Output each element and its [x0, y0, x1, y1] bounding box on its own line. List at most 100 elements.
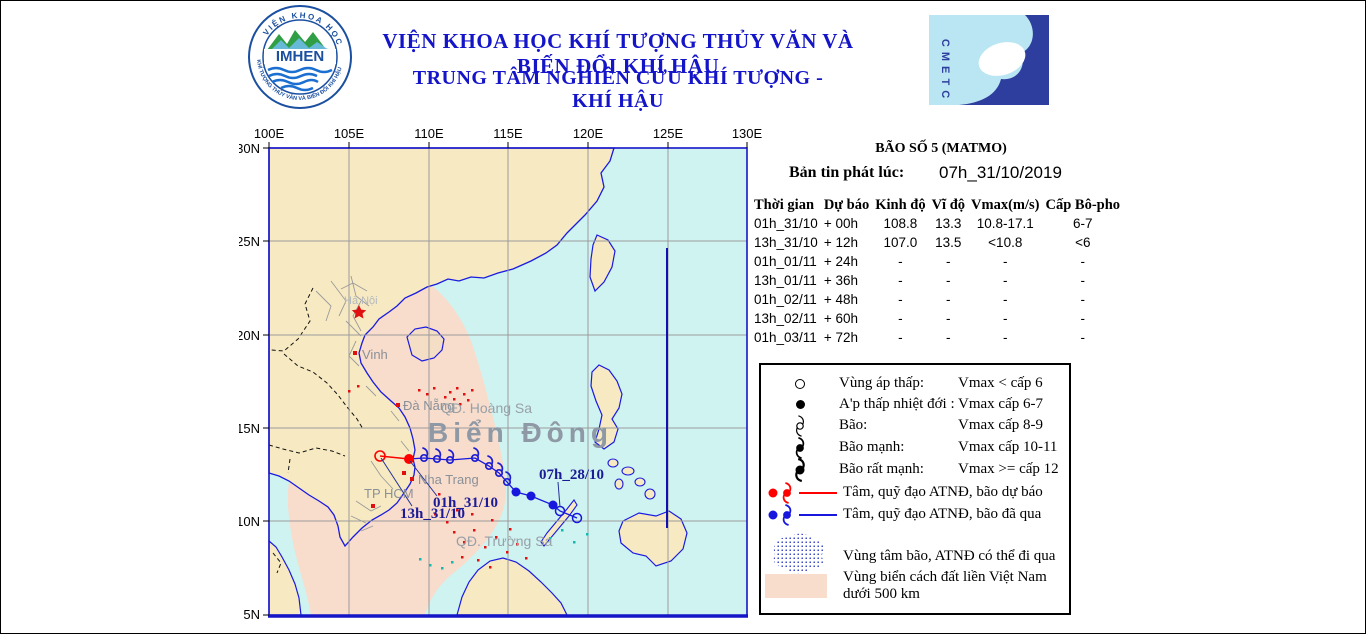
lat-label: 15N	[239, 421, 260, 436]
storm-bold-icon	[761, 436, 839, 459]
city-label-vinh: Vinh	[362, 347, 388, 362]
country-borders-dashed	[268, 287, 364, 574]
issued-value: 07h_31/10/2019	[939, 163, 1062, 182]
past-track-icon	[761, 503, 843, 526]
lon-label: 120E	[573, 126, 604, 141]
legend-label: Tâm, quỹ đạo ATNĐ, bão đã qua	[843, 506, 1042, 522]
cell: -	[946, 311, 951, 326]
cell: 01h_31/10	[754, 216, 818, 231]
col-header: Vmax(m/s)	[971, 197, 1040, 213]
filled-circle-icon	[795, 400, 805, 409]
org-title-line1: VIỆN KHOA HỌC KHÍ TƯỢNG THỦY VĂN VÀ BIẾN…	[382, 29, 854, 78]
table-row: 01h_03/11 + 72h - - - -	[751, 328, 1123, 347]
forecast-table-header: Thời gian Dự báo Kinh độ Vĩ độ Vmax(m/s)…	[751, 197, 1123, 214]
table-row: 01h_31/10 + 00h 108.8 13.3 10.8-17.1 6-7	[751, 214, 1123, 233]
cell: 10.8-17.1	[976, 216, 1034, 231]
table-row: 13h_01/11 + 36h - - - -	[751, 271, 1123, 290]
forecast-position-circle	[374, 450, 386, 462]
legend-label-line1: Vùng biển cách đất liền Việt Nam	[843, 569, 1047, 585]
open-circle-icon	[795, 378, 805, 389]
legend-value: Vmax >= cấp 12	[958, 461, 1059, 477]
imhen-acronym: IMHEN	[276, 48, 324, 65]
cell: 01h_01/11	[754, 254, 817, 269]
hanoi-star-icon	[351, 305, 367, 319]
legend-value: Vmax cấp 8-9	[958, 417, 1043, 433]
imhen-logo-graphic: VIỆN KHOA HỌC KHÍ TƯỢNG THỦY VĂN VÀ BIẾN…	[248, 5, 352, 109]
legend-item-500km-zone: Vùng biển cách đất liền Việt Nam dưới 50…	[761, 563, 1069, 609]
cell: + 36h	[823, 273, 858, 288]
typhoon-track-map: Hà Nội Vinh Đà Nẵng Nha Trang TP HCM QĐ.…	[239, 126, 763, 622]
city-label-hanoi: Hà Nội	[344, 295, 378, 307]
lat-axis-labels: 30N 25N 20N 15N 10N 5N	[239, 141, 260, 622]
met-logo-graphic: C M E T C	[929, 15, 1049, 105]
imhen-waves-icon	[267, 66, 333, 92]
table-row: 01h_01/11 + 24h - - - -	[751, 252, 1123, 271]
cell: -	[1003, 311, 1008, 326]
cell: + 24h	[823, 254, 858, 269]
map-legend: Vùng áp thấp: Vmax < cấp 6 A'p thấp nhiệ…	[759, 363, 1071, 615]
col-header: Kinh độ	[875, 197, 926, 213]
cell: -	[898, 273, 903, 288]
col-header: Cấp Bô-pho	[1045, 197, 1121, 213]
lon-label: 115E	[493, 126, 523, 141]
paracel-islands-marks	[348, 385, 474, 406]
table-row: 13h_02/11 + 60h - - - -	[751, 309, 1123, 328]
taiwan-island	[589, 234, 616, 293]
lat-label: 30N	[239, 141, 260, 156]
legend-item-td: A'p thấp nhiệt đới : Vmax cấp 6-7	[761, 394, 1069, 415]
legend-item-very-strong-storm: Bão rất mạnh: Vmax >= cấp 12	[761, 457, 1069, 482]
cell: -	[1080, 330, 1086, 345]
cell: -	[1080, 273, 1086, 288]
legend-value: Vmax < cấp 6	[958, 375, 1043, 391]
cell: + 00h	[823, 216, 858, 231]
cell: 13.3	[935, 216, 962, 231]
track-label-start: 07h_28/10	[539, 467, 604, 483]
city-label-nhatrang: Nha Trang	[418, 472, 479, 487]
cell: <10.8	[988, 235, 1023, 250]
cell: 13h_02/11	[754, 311, 817, 326]
city-label-danang: Đà Nẵng	[403, 398, 454, 413]
lon-label: 100E	[254, 126, 285, 141]
lon-label: 125E	[653, 126, 684, 141]
pink-zone-swatch	[765, 574, 827, 598]
imhen-mountains-icon	[267, 30, 331, 50]
legend-label: Vùng tâm bão, ATNĐ có thể đi qua	[843, 547, 1056, 564]
legend-value: Vmax cấp 6-7	[958, 396, 1043, 412]
label-spratly: QĐ. Trường Sa	[456, 533, 553, 549]
met-center-logo: C M E T C	[929, 15, 1049, 105]
lon-label: 110E	[414, 126, 444, 141]
current-position-dot	[404, 454, 414, 464]
cell: -	[898, 254, 903, 269]
cell: 108.8	[883, 216, 918, 231]
province-borders	[315, 275, 410, 532]
legend-value: Vmax cấp 10-11	[958, 439, 1058, 455]
label-paracel: QĐ. Hoàng Sa	[441, 400, 532, 416]
cell: -	[1080, 311, 1086, 326]
table-row: 01h_02/11 + 48h - - - -	[751, 290, 1123, 309]
mainland-asia	[268, 147, 615, 548]
cell: -	[946, 273, 951, 288]
legend-label: Bão mạnh:	[839, 439, 905, 455]
legend-label: Bão rất mạnh:	[839, 461, 924, 477]
forecast-track-icon	[761, 481, 843, 504]
cell: -	[1003, 273, 1008, 288]
issued-label: Bản tin phát lúc:	[789, 164, 905, 181]
cell: -	[1003, 330, 1008, 345]
cell: + 12h	[823, 235, 858, 250]
table-row: 13h_31/10 + 12h 107.0 13.5 <10.8 <6	[751, 233, 1123, 252]
past-position-dots	[511, 487, 558, 510]
cell: 13h_01/11	[754, 273, 817, 288]
legend-label: Vùng áp thấp:	[839, 375, 924, 391]
visayas-islands	[607, 458, 656, 500]
cell: -	[946, 292, 951, 307]
imhen-logo: VIỆN KHOA HỌC KHÍ TƯỢNG THỦY VĂN VÀ BIẾN…	[247, 4, 353, 110]
cell: + 72h	[823, 330, 858, 345]
cell: 01h_03/11	[754, 330, 817, 345]
legend-label: Vùng biển cách đất liền Việt Nam dưới 50…	[843, 569, 1047, 603]
cell: 6-7	[1073, 216, 1093, 231]
palawan-island	[540, 499, 578, 547]
lat-label: 10N	[239, 514, 260, 529]
cell: 01h_02/11	[754, 292, 817, 307]
cell: -	[1003, 254, 1008, 269]
cell: 13.5	[935, 235, 962, 250]
